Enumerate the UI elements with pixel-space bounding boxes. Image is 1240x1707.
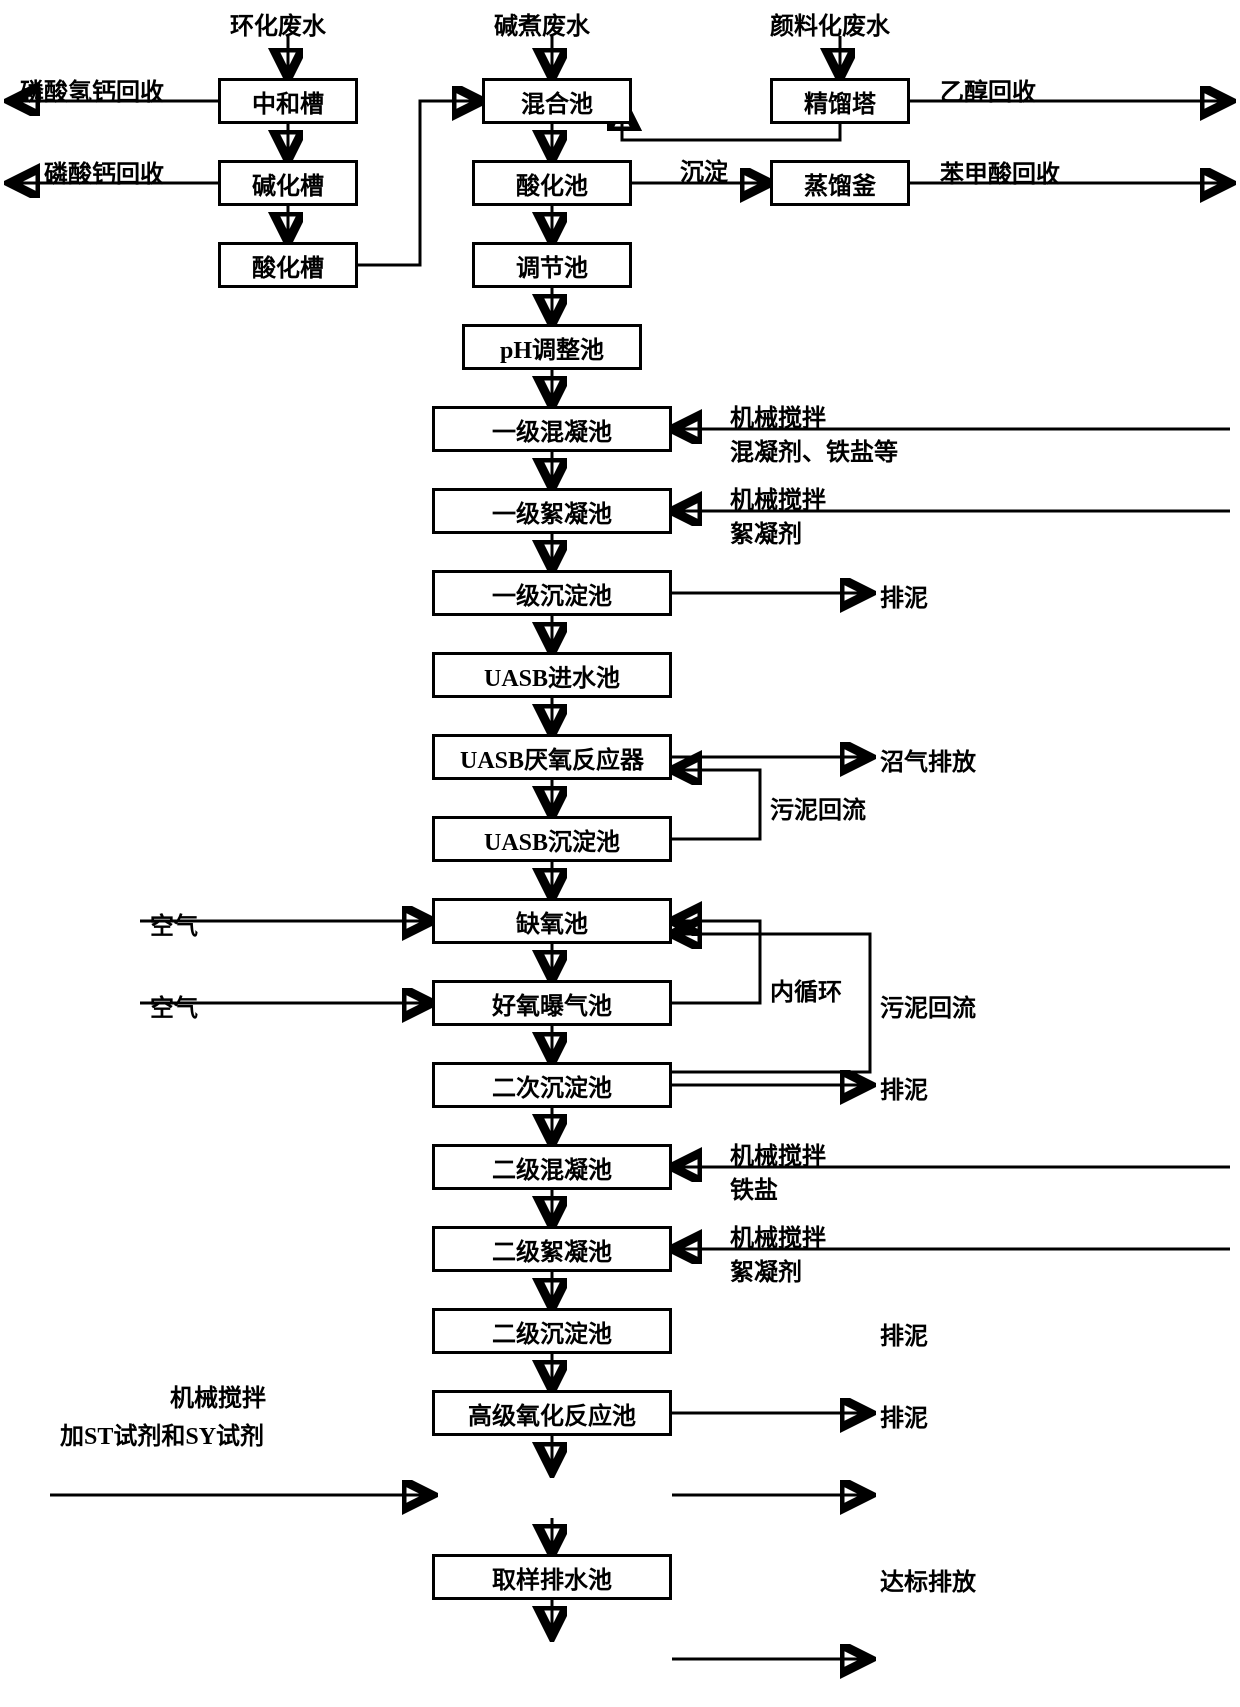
label-oxidation-top: 机械搅拌 (170, 1378, 266, 1413)
node-uasb-sed: UASB沉淀池 (432, 816, 672, 862)
node-label: pH调整池 (500, 330, 604, 365)
label-ethanol-recover: 乙醇回收 (940, 72, 1036, 107)
label-sludge-return2: 污泥回流 (880, 988, 976, 1023)
label-sludge2: 排泥 (880, 1070, 928, 1105)
label-alkali-wastewater: 碱煮废水 (494, 6, 590, 41)
label-sludge1: 排泥 (880, 578, 928, 613)
node-label: 碱化槽 (252, 166, 324, 201)
label-mix1-top: 机械搅拌 (730, 398, 826, 433)
node-neutralize-tank: 中和槽 (218, 78, 358, 124)
node-acidify-tank: 酸化槽 (218, 242, 358, 288)
label-mix2-top: 机械搅拌 (730, 1136, 826, 1171)
node-label: 好氧曝气池 (492, 986, 612, 1021)
label-pigment-wastewater: 颜料化废水 (770, 6, 890, 41)
node-label: 二级沉淀池 (492, 1314, 612, 1349)
label-air2: 空气 (150, 988, 198, 1023)
node-label: 二级混凝池 (492, 1150, 612, 1185)
node-uasb-reactor: UASB厌氧反应器 (432, 734, 672, 780)
node-label: 缺氧池 (516, 904, 588, 939)
node-label: 蒸馏釜 (804, 166, 876, 201)
node-alkalize-tank: 碱化槽 (218, 160, 358, 206)
node-label: UASB厌氧反应器 (460, 740, 644, 775)
node-label: UASB进水池 (484, 658, 620, 693)
node-floc1: 一级絮凝池 (432, 488, 672, 534)
node-sampling: 取样排水池 (432, 1554, 672, 1600)
label-floc2-top: 机械搅拌 (730, 1218, 826, 1253)
node-label: 一级絮凝池 (492, 494, 612, 529)
label-precipitate: 沉淀 (680, 152, 728, 187)
node-acidification-pool: 酸化池 (472, 160, 632, 206)
node-label: 调节池 (516, 248, 588, 283)
node-advanced-oxidation: 高级氧化反应池 (432, 1390, 672, 1436)
label-mix2-bot: 铁盐 (730, 1170, 778, 1205)
node-label: UASB沉淀池 (484, 822, 620, 857)
node-label: 酸化槽 (252, 248, 324, 283)
label-benzoic-recover: 苯甲酸回收 (940, 154, 1060, 189)
node-sed2: 二级沉淀池 (432, 1308, 672, 1354)
label-floc1-bot: 絮凝剂 (730, 514, 802, 549)
node-coag2: 二级混凝池 (432, 1144, 672, 1190)
label-oxidation-bot: 加ST试剂和SY试剂 (60, 1416, 264, 1451)
node-aerobic: 好氧曝气池 (432, 980, 672, 1026)
node-label: 一级混凝池 (492, 412, 612, 447)
node-coag1: 一级混凝池 (432, 406, 672, 452)
node-anoxic: 缺氧池 (432, 898, 672, 944)
label-floc2-bot: 絮凝剂 (730, 1252, 802, 1287)
label-sludge-return1: 污泥回流 (770, 790, 866, 825)
node-label: 中和槽 (252, 84, 324, 119)
label-cahpo4-recover: 磷酸氢钙回收 (20, 72, 164, 107)
node-rectify-tower: 精馏塔 (770, 78, 910, 124)
node-label: 一级沉淀池 (492, 576, 612, 611)
node-regulation-pool: 调节池 (472, 242, 632, 288)
label-sludge4: 排泥 (880, 1398, 928, 1433)
label-floc1-top: 机械搅拌 (730, 480, 826, 515)
node-label: 高级氧化反应池 (468, 1396, 636, 1431)
label-inner-loop: 内循环 (770, 972, 842, 1007)
node-label: 酸化池 (516, 166, 588, 201)
node-distill-kettle: 蒸馏釜 (770, 160, 910, 206)
node-label: 二次沉淀池 (492, 1068, 612, 1103)
node-label: 精馏塔 (804, 84, 876, 119)
node-label: 二级絮凝池 (492, 1232, 612, 1267)
node-floc2: 二级絮凝池 (432, 1226, 672, 1272)
node-label: 取样排水池 (492, 1560, 612, 1595)
node-ph-pool: pH调整池 (462, 324, 642, 370)
label-mix1-bot: 混凝剂、铁盐等 (730, 432, 898, 467)
label-discharge: 达标排放 (880, 1562, 976, 1597)
label-ca3po4-recover: 磷酸钙回收 (44, 154, 164, 189)
label-biogas: 沼气排放 (880, 742, 976, 777)
node-label: 混合池 (521, 84, 593, 119)
node-mixing-pool: 混合池 (482, 78, 632, 124)
node-secondary-sed: 二次沉淀池 (432, 1062, 672, 1108)
label-air1: 空气 (150, 906, 198, 941)
node-uasb-inlet: UASB进水池 (432, 652, 672, 698)
node-sed1: 一级沉淀池 (432, 570, 672, 616)
label-sludge3: 排泥 (880, 1316, 928, 1351)
label-cyclization-wastewater: 环化废水 (230, 6, 326, 41)
